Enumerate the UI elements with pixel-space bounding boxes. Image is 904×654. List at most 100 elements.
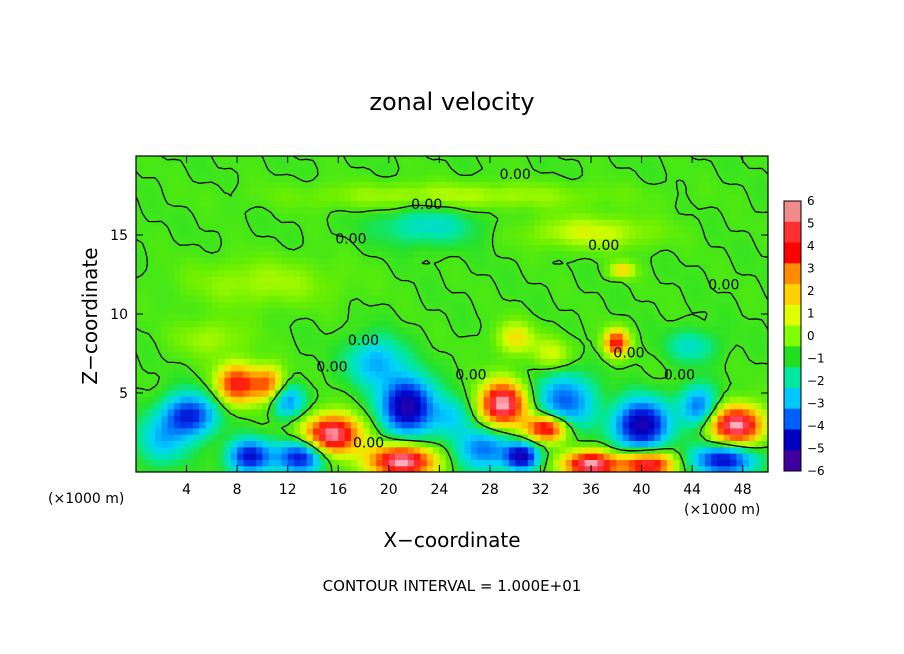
field-cell: [540, 320, 548, 328]
field-cell: [325, 301, 333, 309]
field-cell: [622, 174, 630, 182]
field-cell: [654, 434, 662, 441]
field-cell: [268, 453, 276, 460]
field-cell: [344, 193, 352, 201]
field-cell: [723, 162, 731, 170]
field-cell: [698, 200, 706, 208]
field-cell: [527, 212, 535, 220]
field-cell: [489, 427, 497, 435]
field-cell: [414, 212, 421, 220]
field-cell: [161, 314, 169, 321]
field-cell: [578, 453, 586, 460]
field-cell: [755, 370, 763, 378]
field-cell: [294, 307, 301, 315]
field-cell: [597, 168, 605, 176]
field-cell: [622, 434, 630, 441]
field-cell: [711, 206, 719, 214]
field-cell: [698, 465, 706, 472]
field-cell: [426, 370, 434, 378]
field-cell: [483, 282, 491, 290]
field-cell: [698, 231, 706, 239]
field-cell: [167, 459, 175, 467]
field-cell: [603, 370, 611, 378]
field-cell: [433, 351, 440, 359]
field-cell: [154, 402, 162, 410]
field-cell: [237, 364, 245, 372]
field-cell: [243, 282, 251, 290]
field-cell: [603, 358, 611, 366]
field-cell: [211, 383, 219, 391]
field-cell: [331, 320, 339, 328]
field-cell: [445, 307, 453, 315]
field-cell: [742, 307, 750, 315]
field-cell: [711, 332, 719, 340]
field-cell: [420, 389, 428, 397]
field-cell: [483, 339, 491, 347]
field-cell: [502, 314, 510, 321]
field-cell: [395, 377, 403, 385]
field-cell: [591, 206, 598, 214]
field-cell: [597, 402, 605, 410]
field-cell: [287, 427, 295, 435]
field-cell: [736, 231, 744, 239]
field-cell: [666, 314, 674, 321]
field-cell: [312, 187, 320, 195]
field-cell: [142, 200, 150, 208]
field-cell: [622, 396, 630, 404]
field-cell: [698, 193, 706, 201]
field-cell: [224, 219, 232, 227]
field-cell: [717, 421, 725, 429]
field-cell: [192, 282, 200, 290]
field-cell: [369, 326, 377, 334]
field-cell: [635, 257, 643, 265]
field-cell: [407, 276, 415, 283]
field-cell: [445, 257, 453, 265]
field-cell: [243, 465, 251, 472]
field-cell: [616, 389, 624, 397]
field-cell: [572, 244, 579, 252]
field-cell: [603, 250, 611, 258]
field-cell: [414, 339, 421, 347]
field-cell: [395, 314, 403, 321]
field-cell: [628, 415, 636, 423]
field-cell: [534, 206, 542, 214]
field-cell: [452, 238, 459, 246]
field-cell: [698, 295, 706, 302]
field-cell: [464, 408, 472, 416]
field-cell: [692, 263, 700, 271]
field-cell: [275, 415, 282, 423]
field-cell: [692, 446, 700, 454]
field-cell: [628, 314, 636, 321]
field-cell: [540, 402, 548, 410]
field-cell: [173, 339, 181, 347]
field-cell: [249, 168, 257, 176]
field-cell: [180, 434, 188, 441]
field-cell: [603, 263, 611, 271]
field-cell: [591, 459, 598, 467]
field-cell: [154, 238, 162, 246]
field-cell: [464, 206, 472, 214]
field-cell: [230, 421, 238, 429]
field-cell: [224, 174, 232, 182]
field-cell: [401, 295, 409, 302]
field-cell: [300, 244, 308, 252]
field-cell: [205, 257, 213, 265]
field-cell: [679, 174, 687, 182]
field-cell: [515, 295, 523, 302]
field-cell: [312, 389, 320, 397]
field-cell: [243, 200, 251, 208]
field-cell: [186, 212, 194, 220]
field-cell: [603, 389, 611, 397]
field-cell: [180, 295, 188, 302]
field-cell: [395, 440, 403, 448]
field-cell: [610, 295, 617, 302]
field-cell: [344, 358, 352, 366]
field-cell: [692, 320, 700, 328]
field-cell: [344, 282, 352, 290]
field-cell: [546, 434, 554, 441]
field-cell: [287, 421, 295, 429]
field-cell: [281, 345, 289, 353]
field-cell: [331, 358, 339, 366]
field-cell: [628, 193, 636, 201]
field-cell: [761, 459, 768, 467]
